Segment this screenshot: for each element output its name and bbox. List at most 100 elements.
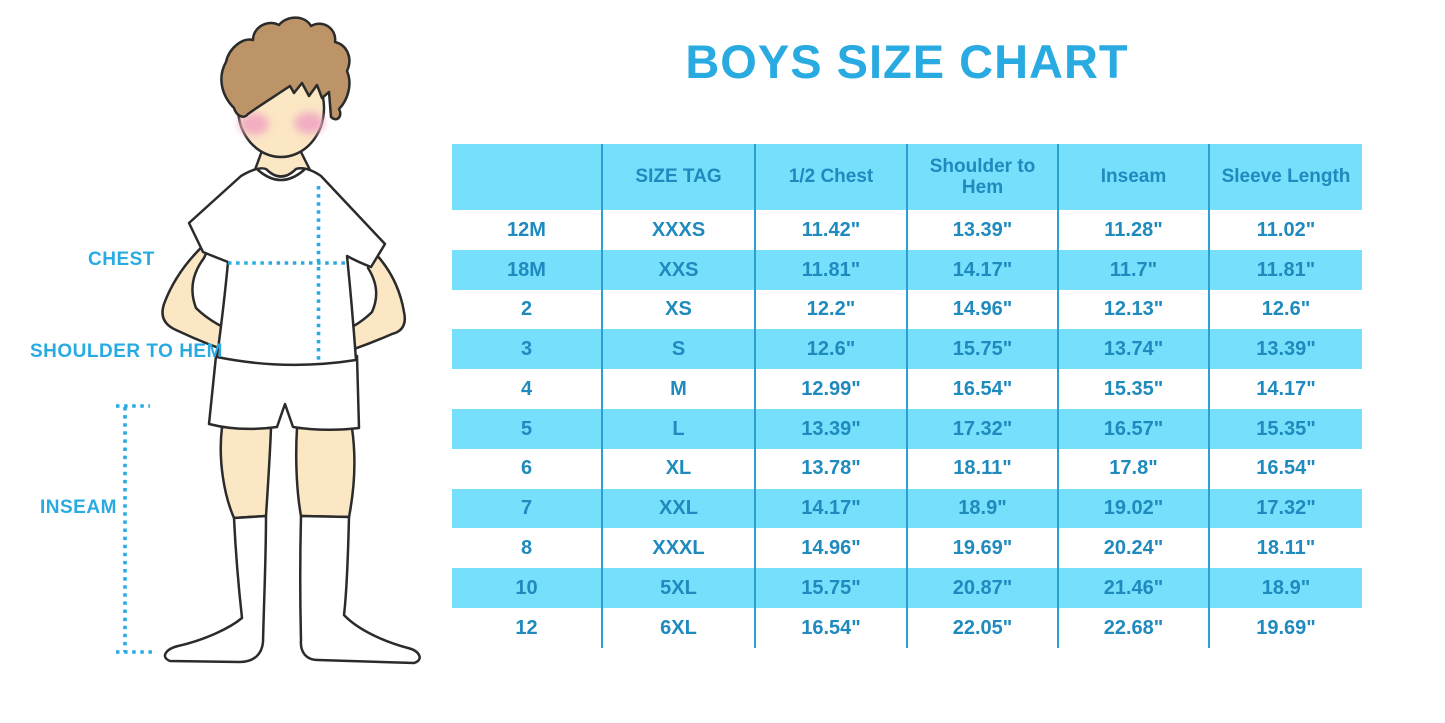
size-cell: 3 <box>452 329 601 370</box>
measurement-cell: 14.17" <box>754 488 906 529</box>
measurement-cell: 14.17" <box>906 249 1057 290</box>
measurement-cell: 17.8" <box>1057 448 1208 489</box>
measurement-cell: 16.57" <box>1057 408 1208 449</box>
measurement-cell: 11.81" <box>1208 249 1362 290</box>
measurement-cell: 13.78" <box>754 448 906 489</box>
measurement-cell: 12.2" <box>754 289 906 330</box>
measurement-cell: 17.32" <box>906 408 1057 449</box>
measurement-cell: 14.96" <box>906 289 1057 330</box>
measurement-cell: 11.28" <box>1057 210 1208 250</box>
size-cell: 2 <box>520 298 533 321</box>
measurement-cell: 6XL <box>601 607 754 648</box>
measurement-cell: 12.13" <box>1057 289 1208 330</box>
hair-shape <box>220 16 351 121</box>
measurement-cell: 16.54" <box>906 369 1057 409</box>
measurement-cell: XXS <box>601 249 754 290</box>
table-row: 5 L 13.39" 17.32" 16.57" 15.35" <box>452 408 1362 449</box>
column-header: Inseam <box>1057 144 1208 210</box>
measurement-cell: 13.74" <box>1057 329 1208 370</box>
table-header-row: SIZE TAG 1/2 Chest Shoulder to Hem Inseam Sl… <box>452 144 1362 210</box>
measurement-cell: 13.39" <box>754 408 906 449</box>
size-table: SIZE TAG 1/2 Chest Shoulder to Hem Inseam Sl… <box>452 144 1362 648</box>
column-header: Shoulder to Hem <box>906 144 1057 210</box>
measurement-cell: 15.35" <box>1057 369 1208 409</box>
left-sock-shape <box>163 514 268 664</box>
measurement-cell: 14.17" <box>1208 369 1362 409</box>
size-cell: 4 <box>520 377 533 400</box>
table-row: 10 5XL 15.75" 20.87" 21.46" 18.9" <box>452 568 1362 608</box>
measurement-cell: 19.69" <box>1208 607 1362 648</box>
size-cell: 6 <box>520 457 533 480</box>
table-row: 12M XXXS 11.42" 13.39" 11.28" 11.02" <box>452 210 1362 250</box>
right-sock-shape <box>299 514 421 665</box>
measurement-cell: 22.68" <box>1057 607 1208 648</box>
measurement-cell: 11.42" <box>754 210 906 250</box>
table-row: 18M XXS 11.81" 14.17" 11.7" 11.81" <box>452 249 1362 290</box>
measurement-cell: 20.24" <box>1057 528 1208 569</box>
right-cheek-blush <box>294 112 324 134</box>
measurement-cell: 20.87" <box>906 568 1057 608</box>
collar-line <box>256 168 306 182</box>
measurement-cell: XL <box>601 448 754 489</box>
measurement-cell: 14.96" <box>754 528 906 569</box>
table-row: 2 XS 12.2" 14.96" 12.13" 12.6" <box>452 289 1362 330</box>
measurement-cell: M <box>601 369 754 409</box>
size-cell: 12 <box>515 616 538 639</box>
column-header: SIZE TAG <box>601 144 754 210</box>
measurement-cell: 15.75" <box>754 568 906 608</box>
shoulder-to-hem-label: SHOULDER TO HEM <box>30 341 223 362</box>
measurement-cell: 11.02" <box>1208 210 1362 250</box>
measurement-cell: 12.99" <box>754 369 906 409</box>
measurement-cell: XXXL <box>601 528 754 569</box>
measurement-cell: 12.6" <box>1208 289 1362 330</box>
measurement-cell: 15.75" <box>906 329 1057 370</box>
measurement-cell: 11.81" <box>754 249 906 290</box>
table-row: 6 XL 13.78" 18.11" 17.8" 16.54" <box>452 448 1362 489</box>
size-cell: 12M <box>507 218 546 241</box>
column-header: Sleeve Length <box>1208 144 1362 210</box>
table-row: 7 XXL 14.17" 18.9" 19.02" 17.32" <box>452 488 1362 529</box>
measurement-cell: 19.02" <box>1057 488 1208 529</box>
measurement-cell: 13.39" <box>906 210 1057 250</box>
size-cell: 8 <box>520 537 533 560</box>
measurement-cell: 22.05" <box>906 607 1057 648</box>
size-cell: 10 <box>452 568 601 608</box>
table-row: 8 XXXL 14.96" 19.69" 20.24" 18.11" <box>452 528 1362 569</box>
measurement-cell: 5XL <box>601 568 754 608</box>
measurement-cell: 18.11" <box>1208 528 1362 569</box>
measurement-cell: XXXS <box>601 210 754 250</box>
shorts-shape <box>207 354 361 432</box>
right-leg-shape <box>294 426 356 519</box>
table-row: 3 S 12.6" 15.75" 13.74" 13.39" <box>452 329 1362 370</box>
measurement-cell: 18.9" <box>1208 568 1362 608</box>
measurement-cell: XXL <box>601 488 754 529</box>
column-header: 1/2 Chest <box>754 144 906 210</box>
measurement-cell: 16.54" <box>1208 448 1362 489</box>
measurement-cell: 18.11" <box>906 448 1057 489</box>
size-cell: 18M <box>452 249 601 290</box>
measurement-cell: 19.69" <box>906 528 1057 569</box>
table-row: 4 M 12.99" 16.54" 15.35" 14.17" <box>452 369 1362 409</box>
table-row: 12 6XL 16.54" 22.05" 22.68" 19.69" <box>452 607 1362 648</box>
left-leg-shape <box>219 425 273 520</box>
measurement-cell: L <box>601 408 754 449</box>
measurement-cell: 18.9" <box>906 488 1057 529</box>
column-header <box>452 144 601 210</box>
right-arm-shape <box>326 248 406 358</box>
measurement-cell: S <box>601 329 754 370</box>
measurement-cell: 17.32" <box>1208 488 1362 529</box>
measurement-cell: XS <box>601 289 754 330</box>
page-title: BOYS SIZE CHART <box>685 35 1129 88</box>
inseam-label: INSEAM <box>40 497 117 518</box>
measurement-cell: 13.39" <box>1208 329 1362 370</box>
size-cell: 7 <box>452 488 601 529</box>
measurement-cell: 21.46" <box>1057 568 1208 608</box>
measurement-cell: 11.7" <box>1057 249 1208 290</box>
left-arm-shape <box>161 234 249 358</box>
boy-illustration: CHEST SHOULDER TO HEM INSEAM <box>0 0 460 723</box>
measurement-cell: 15.35" <box>1208 408 1362 449</box>
left-cheek-blush <box>239 113 269 135</box>
chest-label: CHEST <box>88 249 155 270</box>
size-cell: 5 <box>452 408 601 449</box>
